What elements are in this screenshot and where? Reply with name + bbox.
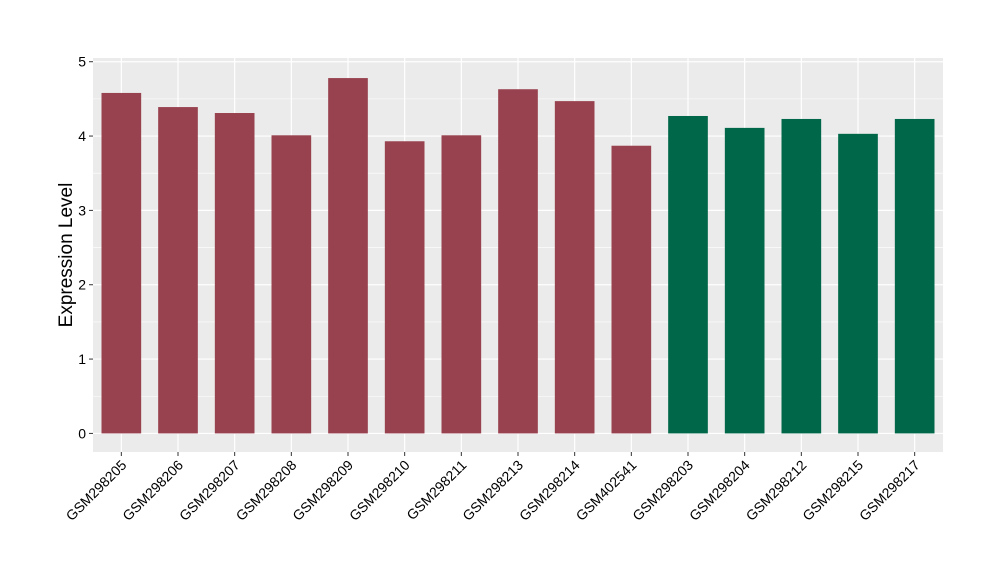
bar-GSM298209 bbox=[328, 78, 368, 434]
bar-GSM298205 bbox=[101, 92, 142, 434]
bar-GSM298215 bbox=[838, 133, 878, 434]
y-axis-title: Expression Level bbox=[56, 183, 77, 328]
x-tick-label: GSM298210 bbox=[346, 457, 413, 524]
bar-GSM402541 bbox=[611, 145, 652, 434]
bar-GSM298212 bbox=[781, 118, 822, 434]
bar-GSM298208 bbox=[271, 135, 312, 434]
x-tick-label: GSM298217 bbox=[856, 457, 923, 524]
bar-GSM298203 bbox=[668, 115, 708, 434]
bars bbox=[101, 78, 935, 434]
y-tick-label: 1 bbox=[78, 351, 86, 367]
x-axis: GSM298205GSM298206GSM298207GSM298208GSM2… bbox=[63, 452, 923, 524]
y-axis: 0 1 2 3 4 5 bbox=[78, 54, 93, 441]
y-tick-label: 3 bbox=[78, 202, 86, 218]
bar-GSM298206 bbox=[158, 107, 198, 434]
bar-GSM298211 bbox=[441, 135, 482, 434]
bar-GSM298210 bbox=[384, 141, 425, 434]
bar-GSM298214 bbox=[554, 101, 595, 434]
bar-GSM298204 bbox=[724, 127, 765, 434]
y-tick-label: 2 bbox=[78, 277, 86, 293]
y-tick-label: 0 bbox=[78, 425, 86, 441]
y-tick-label: 5 bbox=[78, 54, 86, 70]
bar-GSM298207 bbox=[214, 113, 255, 434]
bar-GSM298217 bbox=[894, 118, 935, 434]
bar-GSM298213 bbox=[498, 89, 538, 434]
y-tick-label: 4 bbox=[78, 128, 86, 144]
